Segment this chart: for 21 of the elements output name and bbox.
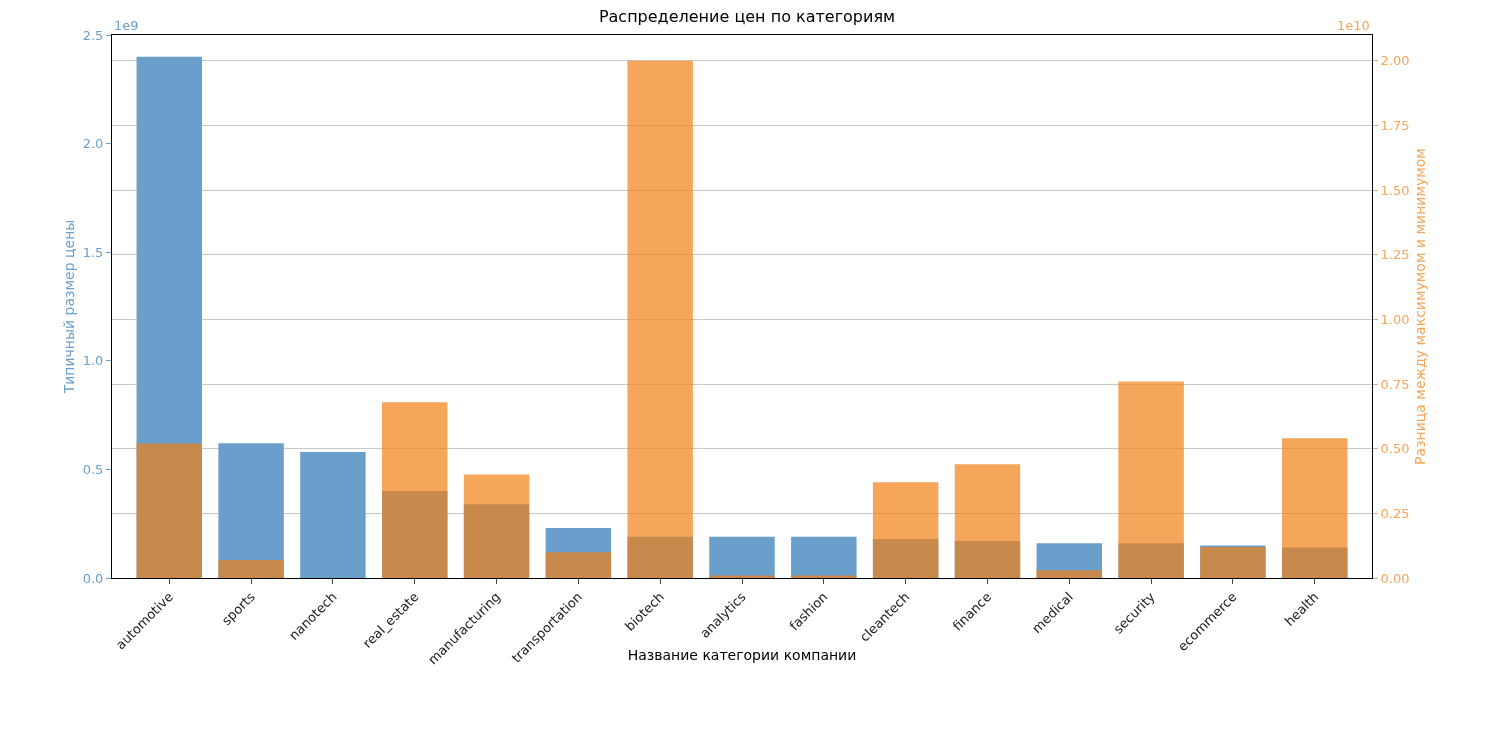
- y2-axis-title: Разница между максимумом и минимумом: [1411, 148, 1428, 465]
- y2-tick-label: 1.75: [1380, 118, 1410, 134]
- y2-tick-label: 0.75: [1380, 376, 1410, 392]
- y-tick-label: 0.0: [82, 570, 104, 586]
- y2-tick-label: 0.25: [1380, 505, 1410, 521]
- y-axis-title: Типичный размер цены: [61, 219, 77, 395]
- y-tick-label: 1.5: [82, 244, 104, 260]
- text: 1e10: [1337, 18, 1370, 33]
- y2-tick-label: 1.00: [1380, 311, 1410, 327]
- y2-tick-label: 1.50: [1380, 182, 1410, 198]
- y2-tick-label: 1.25: [1380, 247, 1410, 263]
- y2-tick-label: 0.50: [1380, 441, 1410, 457]
- text: 1e9: [114, 18, 139, 33]
- y-tick-label: 0.5: [82, 461, 104, 477]
- chart-title: Распределение цен по категориям: [598, 7, 896, 27]
- y2-tick-label: 2.00: [1380, 53, 1410, 69]
- y2-tick-label: 0.00: [1380, 570, 1410, 586]
- y-tick-label: 1.0: [82, 353, 104, 369]
- x-axis-title: Название категории компании: [627, 646, 857, 663]
- y-tick-label: 2.5: [82, 27, 104, 43]
- y-tick-label: 2.0: [82, 136, 104, 152]
